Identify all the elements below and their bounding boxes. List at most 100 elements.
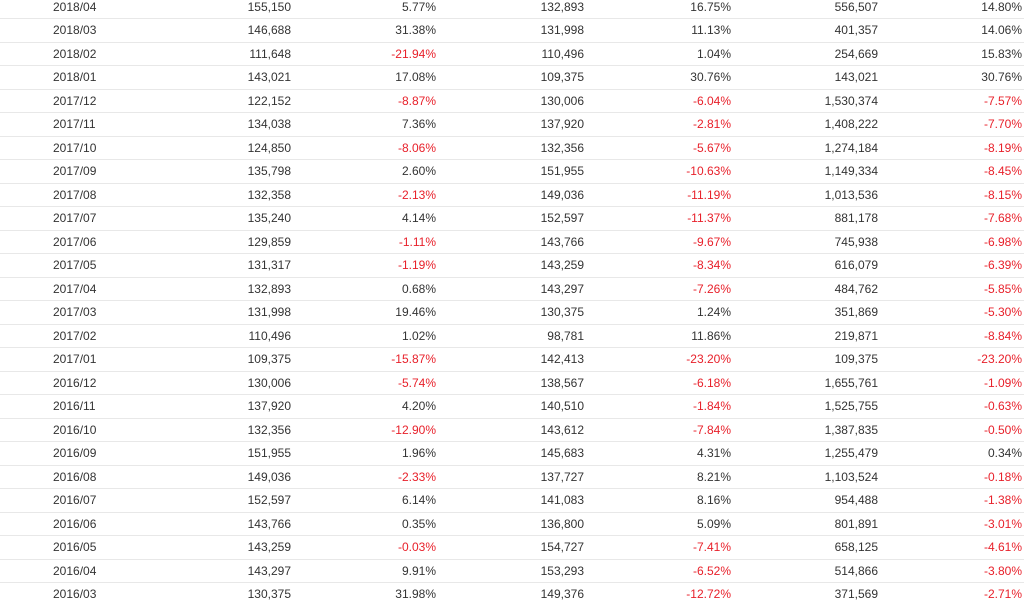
value-cell: 109,375 xyxy=(540,70,584,84)
value-cell: 143,612 xyxy=(540,422,584,437)
value-cell: 556,507 xyxy=(834,0,878,14)
value-cell: 143,259 xyxy=(247,540,291,554)
month-cell: 2017/12 xyxy=(53,93,97,108)
value-cell: 151,955 xyxy=(540,164,584,178)
month-cell: 2016/07 xyxy=(53,493,97,507)
table-row: 2016/08 149,036 -2.33% 137,727 8.21% 1,103,52… xyxy=(0,466,1024,489)
growth-cell: 4.20% xyxy=(401,399,436,413)
growth-cell: 7.36% xyxy=(401,117,436,131)
table-row: 2017/06 129,859 -1.11% 143,766 -9.67% 745,938… xyxy=(0,231,1024,254)
value-cell: 137,727 xyxy=(540,469,584,484)
month-cell: 2016/08 xyxy=(53,469,97,484)
growth-cell: 8.21% xyxy=(696,469,731,484)
growth-cell: 31.38% xyxy=(395,23,436,37)
value-cell: 141,083 xyxy=(540,493,584,507)
value-cell: 143,297 xyxy=(540,281,584,296)
value-cell: 149,036 xyxy=(247,469,291,484)
table-row: 2017/07 135,240 4.14% 152,597 -11.37% 881,178… xyxy=(0,207,1024,231)
growth-cell: -2.33% xyxy=(397,469,436,484)
growth-cell: -7.57% xyxy=(983,93,1022,108)
table-row: 2017/03 131,998 19.46% 130,375 1.24% 351,869 -… xyxy=(0,301,1024,325)
value-cell: 152,597 xyxy=(247,493,291,507)
growth-cell: 6.14% xyxy=(401,493,436,507)
growth-cell: -15.87% xyxy=(391,352,436,366)
growth-cell: 30.76% xyxy=(690,70,731,84)
table-row: 2018/01 143,021 17.08% 109,375 30.76% 143,021… xyxy=(0,66,1024,90)
month-cell: 2016/10 xyxy=(53,422,97,437)
value-cell: 129,859 xyxy=(247,234,291,249)
growth-cell: -6.04% xyxy=(692,93,731,108)
growth-cell: 0.35% xyxy=(401,516,436,531)
value-cell: 124,850 xyxy=(247,140,291,155)
growth-cell: -6.52% xyxy=(692,563,731,578)
value-cell: 254,669 xyxy=(834,46,878,61)
month-cell: 2016/03 xyxy=(53,587,97,601)
value-cell: 130,375 xyxy=(540,305,584,319)
value-cell: 132,358 xyxy=(247,187,291,202)
value-cell: 351,869 xyxy=(834,305,878,319)
growth-cell: 19.46% xyxy=(395,305,436,319)
value-cell: 616,079 xyxy=(834,258,878,272)
month-cell: 2016/04 xyxy=(53,563,97,578)
value-cell: 109,375 xyxy=(834,352,878,366)
value-cell: 143,021 xyxy=(247,70,291,84)
growth-cell: 4.31% xyxy=(696,446,731,460)
table-row: 2016/10 132,356 -12.90% 143,612 -7.84% 1,387,… xyxy=(0,419,1024,442)
value-cell: 145,683 xyxy=(540,446,584,460)
month-cell: 2016/11 xyxy=(53,399,96,413)
table-row: 2016/05 143,259 -0.03% 154,727 -7.41% 658,125… xyxy=(0,536,1024,560)
growth-cell: 16.75% xyxy=(690,0,731,14)
value-cell: 137,920 xyxy=(247,399,291,413)
table-row: 2017/10 124,850 -8.06% 132,356 -5.67% 1,274,1… xyxy=(0,137,1024,160)
value-cell: 110,496 xyxy=(248,328,292,343)
table-row: 2018/04 155,150 5.77% 132,893 16.75% 556,507 1… xyxy=(0,0,1024,19)
table-row: 2017/02 110,496 1.02% 98,781 11.86% 219,871 -8… xyxy=(0,325,1024,348)
growth-cell: 31.98% xyxy=(395,587,436,601)
value-cell: 135,240 xyxy=(247,211,291,225)
month-cell: 2017/03 xyxy=(53,305,97,319)
value-cell: 153,293 xyxy=(540,563,584,578)
value-cell: 1,103,524 xyxy=(824,469,878,484)
value-cell: 1,255,479 xyxy=(824,446,878,460)
month-cell: 2016/12 xyxy=(53,375,97,390)
value-cell: 371,569 xyxy=(834,587,878,601)
growth-cell: -8.84% xyxy=(983,328,1022,343)
growth-cell: -5.67% xyxy=(692,140,731,155)
growth-cell: -8.45% xyxy=(983,164,1022,178)
growth-cell: 1.04% xyxy=(696,46,731,61)
growth-cell: -10.63% xyxy=(686,164,731,178)
growth-cell: 14.80% xyxy=(981,0,1022,14)
growth-cell: 8.16% xyxy=(696,493,731,507)
table-row: 2018/03 146,688 31.38% 131,998 11.13% 401,357… xyxy=(0,19,1024,43)
table-row: 2018/02 111,648 -21.94% 110,496 1.04% 254,669… xyxy=(0,43,1024,66)
table-row: 2016/12 130,006 -5.74% 138,567 -6.18% 1,655,7… xyxy=(0,372,1024,395)
growth-cell: -1.11% xyxy=(398,234,436,249)
value-cell: 138,567 xyxy=(540,375,584,390)
table-row: 2016/03 130,375 31.98% 149,376 -12.72% 371,56… xyxy=(0,583,1024,606)
value-cell: 143,766 xyxy=(247,516,291,531)
month-cell: 2017/06 xyxy=(53,234,97,249)
value-cell: 143,297 xyxy=(247,563,291,578)
value-cell: 122,152 xyxy=(247,93,291,108)
value-cell: 219,871 xyxy=(834,328,878,343)
value-cell: 155,150 xyxy=(247,0,291,14)
table-row: 2017/05 131,317 -1.19% 143,259 -8.34% 616,079… xyxy=(0,254,1024,278)
table-row: 2016/09 151,955 1.96% 145,683 4.31% 1,255,479… xyxy=(0,442,1024,466)
growth-cell: -8.15% xyxy=(983,187,1022,202)
growth-cell: 11.86% xyxy=(691,328,731,343)
value-cell: 152,597 xyxy=(540,211,584,225)
value-cell: 1,274,184 xyxy=(824,140,878,155)
growth-cell: 4.14% xyxy=(401,211,436,225)
growth-cell: -0.03% xyxy=(397,540,436,554)
growth-cell: 1.02% xyxy=(401,328,436,343)
value-cell: 658,125 xyxy=(834,540,878,554)
value-cell: 1,013,536 xyxy=(824,187,878,202)
month-cell: 2017/07 xyxy=(53,211,97,225)
growth-cell: -7.84% xyxy=(692,422,731,437)
value-cell: 109,375 xyxy=(247,352,291,366)
growth-cell: -2.71% xyxy=(983,587,1022,601)
growth-cell: 30.76% xyxy=(981,70,1022,84)
value-cell: 136,800 xyxy=(540,516,584,531)
growth-cell: -11.37% xyxy=(687,211,731,225)
value-cell: 142,413 xyxy=(540,352,584,366)
